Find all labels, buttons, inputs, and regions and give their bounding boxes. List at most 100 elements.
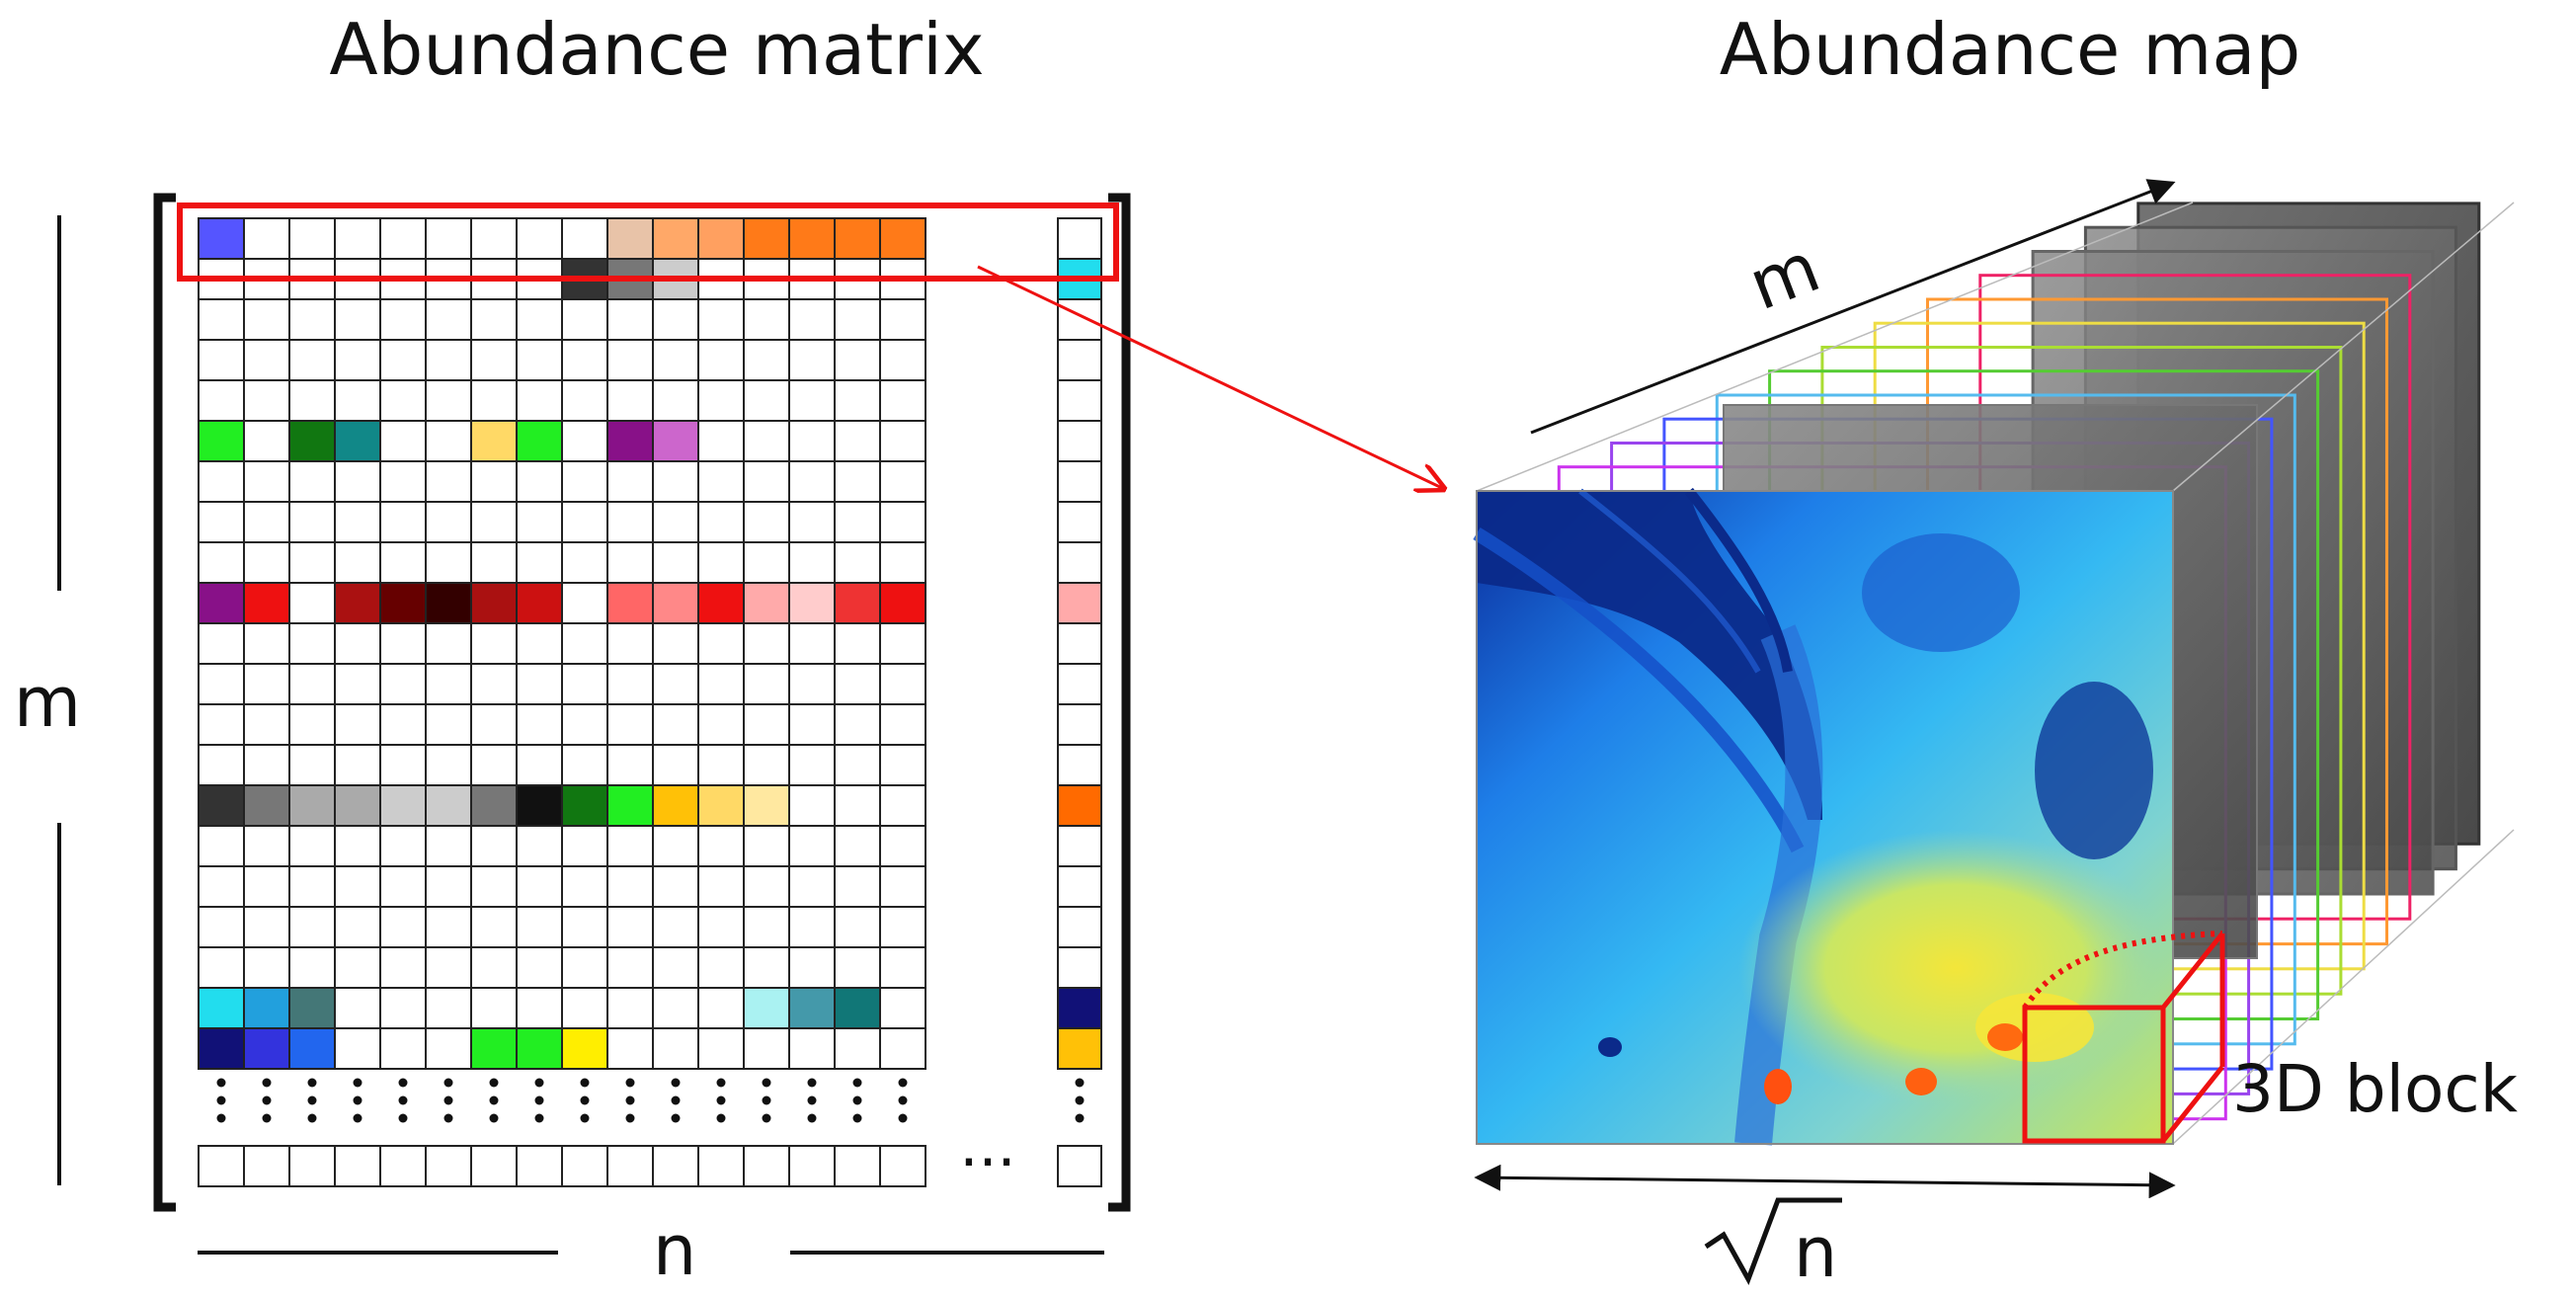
matrix-cell <box>288 460 336 503</box>
last-column-cell <box>1057 784 1102 827</box>
matrix-cell <box>561 825 608 867</box>
map-title: Abundance map <box>1720 8 2300 91</box>
matrix-cell <box>879 663 926 705</box>
matrix-cell <box>697 1027 745 1070</box>
ellipsis-dot <box>353 1078 362 1088</box>
matrix-cell <box>425 379 472 422</box>
bottom-row-cell <box>561 1145 608 1187</box>
matrix-cell <box>561 1027 608 1070</box>
matrix-cell <box>425 460 472 503</box>
matrix-cell <box>879 703 926 746</box>
matrix-cell <box>743 946 790 989</box>
matrix-cell <box>470 217 518 260</box>
matrix-cell <box>834 622 881 665</box>
matrix-cell <box>788 744 836 786</box>
matrix-cell <box>561 379 608 422</box>
cube-guides <box>1476 202 2515 1145</box>
matrix-cell <box>470 541 518 584</box>
bottom-row-last-cell <box>1057 1145 1102 1187</box>
matrix-cell <box>516 339 563 381</box>
matrix-cell <box>879 946 926 989</box>
matrix-cell <box>243 946 290 989</box>
matrix-cell <box>334 865 381 908</box>
matrix-cell <box>743 784 790 827</box>
matrix-cell <box>334 1027 381 1070</box>
matrix-cell <box>743 460 790 503</box>
matrix-cell <box>198 582 245 624</box>
matrix-cell <box>697 298 745 341</box>
matrix-cell <box>516 946 563 989</box>
bottom-row-cell <box>379 1145 427 1187</box>
matrix-cell <box>379 501 427 543</box>
matrix-cell <box>425 1027 472 1070</box>
matrix-cell <box>379 541 427 584</box>
matrix-cell <box>470 1027 518 1070</box>
sqrt-symbol <box>1704 1197 1842 1285</box>
matrix-cell <box>697 501 745 543</box>
matrix-cell <box>379 1027 427 1070</box>
matrix-cell <box>288 946 336 989</box>
last-column-cell <box>1057 987 1102 1029</box>
matrix-cell <box>743 663 790 705</box>
matrix-cell <box>697 420 745 462</box>
last-column-cell <box>1057 298 1102 341</box>
ellipsis-dot <box>534 1113 544 1123</box>
matrix-cell <box>697 622 745 665</box>
matrix-cell <box>198 744 245 786</box>
matrix-cell <box>788 1027 836 1070</box>
matrix-cell <box>652 501 699 543</box>
ellipsis-dot <box>489 1095 499 1105</box>
matrix-cell <box>198 825 245 867</box>
matrix-cell <box>879 622 926 665</box>
matrix-cell <box>516 906 563 948</box>
ellipsis-dot <box>625 1078 635 1088</box>
ellipsis-dot <box>716 1078 726 1088</box>
matrix-cell <box>652 784 699 827</box>
matrix-cell <box>516 582 563 624</box>
last-column-cell <box>1057 582 1102 624</box>
matrix-cell <box>606 1027 654 1070</box>
bottom-row-cell <box>834 1145 881 1187</box>
matrix-cell <box>743 825 790 867</box>
matrix-cell <box>788 784 836 827</box>
matrix-cell <box>516 460 563 503</box>
matrix-cell <box>288 784 336 827</box>
bottom-row-cell <box>243 1145 290 1187</box>
bottom-row-cell <box>288 1145 336 1187</box>
matrix-cell <box>561 703 608 746</box>
matrix-cell <box>243 298 290 341</box>
matrix-cell <box>743 906 790 948</box>
matrix-cell <box>198 298 245 341</box>
matrix-cell <box>470 460 518 503</box>
3d-block-label: 3D block <box>2232 1051 2519 1127</box>
ellipsis-dot <box>1075 1113 1085 1123</box>
m-depth-arrow <box>1530 179 2176 435</box>
matrix-cell <box>834 217 881 260</box>
ellipsis-dot <box>307 1078 317 1088</box>
matrix-cell <box>470 622 518 665</box>
ellipsis-dot <box>625 1113 635 1123</box>
matrix-cell <box>879 906 926 948</box>
matrix-cell <box>198 865 245 908</box>
matrix-cell <box>243 582 290 624</box>
ellipsis-dot <box>807 1113 817 1123</box>
matrix-cell <box>288 744 336 786</box>
vertical-ellipsis-dots <box>216 1078 1085 1123</box>
abundance-matrix-last-column <box>1057 217 1102 1070</box>
matrix-cell <box>425 946 472 989</box>
matrix-cell <box>561 420 608 462</box>
matrix-cell <box>606 622 654 665</box>
matrix-cell <box>606 541 654 584</box>
matrix-cell <box>697 339 745 381</box>
sqrt-n-arrow <box>1474 1164 2176 1199</box>
last-column-cell <box>1057 865 1102 908</box>
n-label-bottom: n <box>653 1210 696 1291</box>
bottom-row-cell <box>470 1145 518 1187</box>
matrix-cell <box>288 1027 336 1070</box>
matrix-cell <box>697 217 745 260</box>
matrix-cell <box>879 784 926 827</box>
matrix-cell <box>606 420 654 462</box>
ellipsis-dot <box>216 1095 226 1105</box>
matrix-cell <box>243 460 290 503</box>
matrix-cell <box>879 582 926 624</box>
